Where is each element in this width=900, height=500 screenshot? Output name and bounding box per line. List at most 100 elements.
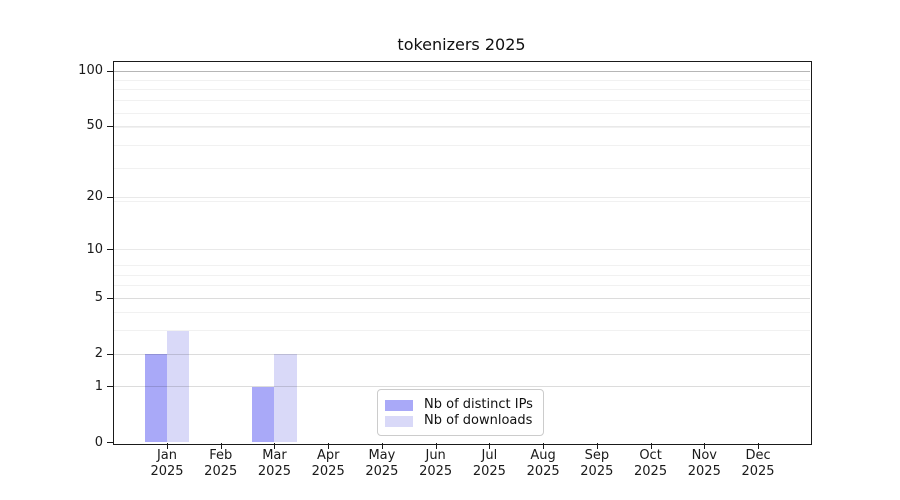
x-tick-year: 2025 [687,464,721,479]
x-tick-year: 2025 [365,464,399,479]
x-tick-month: May [368,448,396,463]
y-tick-mark [107,386,113,388]
gridline-minor [113,79,810,81]
chart-title: tokenizers 2025 [397,35,526,54]
gridline-minor [113,265,810,267]
x-tick-label-mar: Mar 2025 [246,448,302,480]
plot-area-frame [113,60,812,445]
x-tick-mark [758,442,760,449]
x-tick-mark [489,442,491,449]
x-tick-month: Apr [316,448,340,463]
gridline-minor [113,89,810,91]
y-tick-mark [107,297,113,299]
gridline-minor [113,353,810,355]
x-tick-year: 2025 [204,464,238,479]
gridline-minor [113,312,810,314]
bar-jan-series2 [167,330,190,443]
x-tick-year: 2025 [526,464,560,479]
legend-label-distinct-ips: Nb of distinct IPs [424,397,533,412]
x-tick-month: Feb [209,448,233,463]
gridline-minor [113,127,810,129]
gridline-minor [113,285,810,287]
legend-label-downloads: Nb of downloads [424,413,533,428]
x-tick-mark [220,442,222,449]
x-tick-month: Sep [584,448,610,463]
gridline-major [113,70,810,72]
gridline-minor [113,100,810,102]
gridline-minor [113,330,810,332]
y-tick-label: 5 [94,290,103,306]
gridline-minor [113,112,810,114]
x-tick-mark [274,442,276,449]
x-tick-mark [543,442,545,449]
x-tick-mark [328,442,330,449]
x-tick-month: Dec [745,448,771,463]
x-tick-label-sep: Sep 2025 [569,448,625,480]
x-tick-year: 2025 [419,464,453,479]
x-tick-year: 2025 [257,464,291,479]
x-tick-mark [596,442,598,449]
x-tick-month: Oct [639,448,662,463]
x-tick-year: 2025 [634,464,668,479]
gridline-major [113,297,810,299]
gridline-minor [113,200,810,202]
x-tick-label-may: May 2025 [354,448,410,480]
x-tick-month: Mar [262,448,287,463]
gridline-major [113,196,810,198]
gridline-major [113,353,810,355]
x-tick-label-nov: Nov 2025 [676,448,732,480]
x-tick-month: Aug [530,448,556,463]
y-tick-mark [107,70,113,72]
x-tick-label-dec: Dec 2025 [730,448,786,480]
legend-item-downloads: Nb of downloads [385,413,535,429]
bar-mar-series1 [252,386,275,443]
gridline-top-decade [113,71,810,73]
y-tick-label: 20 [86,189,103,205]
y-tick-mark [107,442,113,443]
bar-mar-series2 [274,354,297,443]
x-tick-month: Nov [691,448,717,463]
x-tick-label-oct: Oct 2025 [623,448,679,480]
x-tick-year: 2025 [311,464,345,479]
gridline-minor [113,386,810,388]
x-tick-month: Jun [425,448,446,463]
y-tick-label: 2 [94,346,103,362]
y-tick-mark [107,125,113,127]
x-tick-label-jan: Jan 2025 [139,448,195,480]
y-tick-label: 0 [94,434,103,450]
y-tick-label: 10 [86,241,103,257]
bar-jan-series1 [144,354,167,443]
x-tick-label-jul: Jul 2025 [461,448,517,480]
x-tick-label-feb: Feb 2025 [193,448,249,480]
gridline-major [113,249,810,251]
gridline-minor [113,145,810,147]
gridline-major [113,386,810,388]
x-tick-year: 2025 [741,464,775,479]
gridline-major [113,125,810,127]
gridline-minor [113,297,810,299]
x-tick-year: 2025 [472,464,506,479]
x-tick-year: 2025 [580,464,614,479]
x-tick-mark [381,442,383,449]
x-tick-mark [704,442,706,449]
x-tick-mark [435,442,437,449]
x-tick-label-aug: Aug 2025 [515,448,571,480]
x-tick-label-jun: Jun 2025 [408,448,464,480]
gridline-minor [113,168,810,170]
y-tick-label: 50 [86,118,103,134]
legend-swatch-downloads-icon [385,415,413,427]
y-tick-mark [107,353,113,355]
x-tick-mark [650,442,652,449]
y-tick-label: 100 [78,63,103,79]
x-tick-month: Jan [156,448,178,463]
y-tick-mark [107,196,113,198]
x-tick-mark [167,442,168,449]
legend-swatch-distinct-ips-icon [385,399,413,411]
gridline-minor [113,274,810,276]
x-tick-month: Jul [481,448,498,463]
y-tick-label: 1 [94,378,103,394]
y-tick-mark [107,249,113,251]
legend: Nb of distinct IPs Nb of downloads [377,389,544,436]
x-tick-year: 2025 [150,464,184,479]
